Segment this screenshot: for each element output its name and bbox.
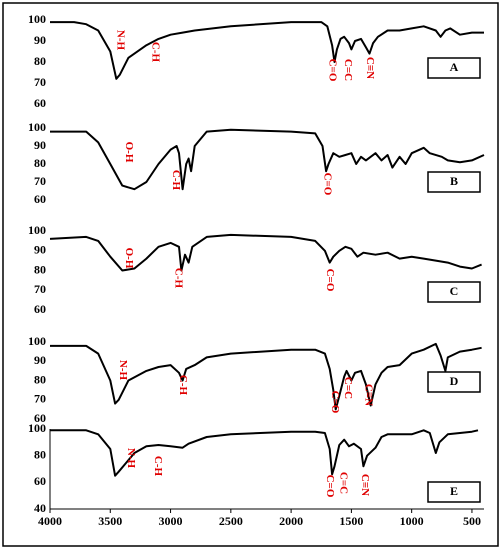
y-tick-label: 80 bbox=[34, 372, 46, 386]
peak-annotation: O-H bbox=[123, 142, 135, 163]
y-tick-label: 60 bbox=[34, 96, 46, 110]
label-box bbox=[427, 371, 481, 393]
x-tick-label: 500 bbox=[463, 514, 481, 528]
y-tick-label: 70 bbox=[34, 75, 46, 89]
spectrum-line bbox=[49, 233, 482, 272]
y-tick-label: 60 bbox=[34, 411, 46, 425]
label-box bbox=[427, 57, 481, 79]
y-tick-label: 90 bbox=[34, 138, 46, 152]
y-tick-label: 60 bbox=[34, 192, 46, 206]
x-tick-label: 3000 bbox=[159, 514, 183, 528]
peak-annotation: O-H bbox=[123, 248, 135, 269]
y-tick-label: 60 bbox=[34, 302, 46, 316]
y-tick-label: 80 bbox=[34, 54, 46, 68]
y-tick-label: 70 bbox=[34, 282, 46, 296]
y-tick-label: 90 bbox=[34, 353, 46, 367]
y-tick-label: 100 bbox=[28, 334, 46, 348]
panel-label: B bbox=[450, 174, 458, 188]
y-tick-label: 90 bbox=[34, 33, 46, 47]
peak-annotation: C-H bbox=[149, 42, 161, 63]
y-tick-label: 100 bbox=[28, 223, 46, 237]
peak-annotation: C≡N bbox=[363, 384, 375, 406]
y-tick-label: 60 bbox=[34, 474, 46, 488]
peak-annotation: C=O bbox=[327, 59, 339, 82]
spectrum-line bbox=[50, 429, 479, 477]
peak-annotation: C=O bbox=[329, 391, 341, 414]
peak-annotation: C-H bbox=[177, 375, 189, 396]
peak-annotation: N-H bbox=[114, 30, 126, 51]
peak-annotation: N-H bbox=[125, 448, 137, 469]
panel-label: D bbox=[450, 374, 459, 388]
peak-annotation: C=O bbox=[324, 269, 336, 292]
x-tick-label: 1000 bbox=[400, 514, 424, 528]
y-tick-label: 70 bbox=[34, 174, 46, 188]
peak-annotation: C=C bbox=[337, 472, 349, 494]
y-tick-label: 80 bbox=[34, 156, 46, 170]
peak-annotation: C=C bbox=[342, 377, 354, 399]
peak-annotation: C≡N bbox=[359, 474, 371, 496]
spectrum-line bbox=[50, 128, 485, 191]
y-tick-label: 90 bbox=[34, 243, 46, 257]
peak-annotation: C-H bbox=[172, 268, 184, 289]
peak-annotation: C=O bbox=[324, 475, 336, 498]
x-tick-label: 1500 bbox=[339, 514, 363, 528]
x-tick-label: 2500 bbox=[219, 514, 243, 528]
y-tick-label: 100 bbox=[28, 120, 46, 134]
label-box bbox=[427, 481, 481, 503]
panel-label: E bbox=[450, 484, 458, 498]
peak-annotation: C=O bbox=[322, 173, 334, 196]
label-box bbox=[427, 281, 481, 303]
y-tick-label: 80 bbox=[34, 447, 46, 461]
spectrum-line bbox=[50, 342, 482, 411]
panel-label: C bbox=[450, 284, 459, 298]
x-tick-label: 4000 bbox=[38, 514, 62, 528]
panel-label: A bbox=[450, 60, 459, 74]
peak-annotation: C-H bbox=[152, 456, 164, 477]
peak-annotation: C≡N bbox=[364, 57, 376, 79]
y-tick-label: 80 bbox=[34, 262, 46, 276]
peak-annotation: C-H bbox=[170, 170, 182, 191]
label-box bbox=[427, 171, 481, 193]
y-tick-label: 70 bbox=[34, 392, 46, 406]
y-tick-label: 100 bbox=[28, 12, 46, 26]
x-tick-label: 3500 bbox=[98, 514, 122, 528]
y-tick-label: 40 bbox=[34, 501, 46, 515]
peak-annotation: N-H bbox=[117, 360, 129, 381]
x-tick-label: 2000 bbox=[279, 514, 303, 528]
spectrum-line bbox=[50, 21, 484, 80]
peak-annotation: C=C bbox=[342, 59, 354, 81]
y-tick-label: 100 bbox=[28, 421, 46, 435]
